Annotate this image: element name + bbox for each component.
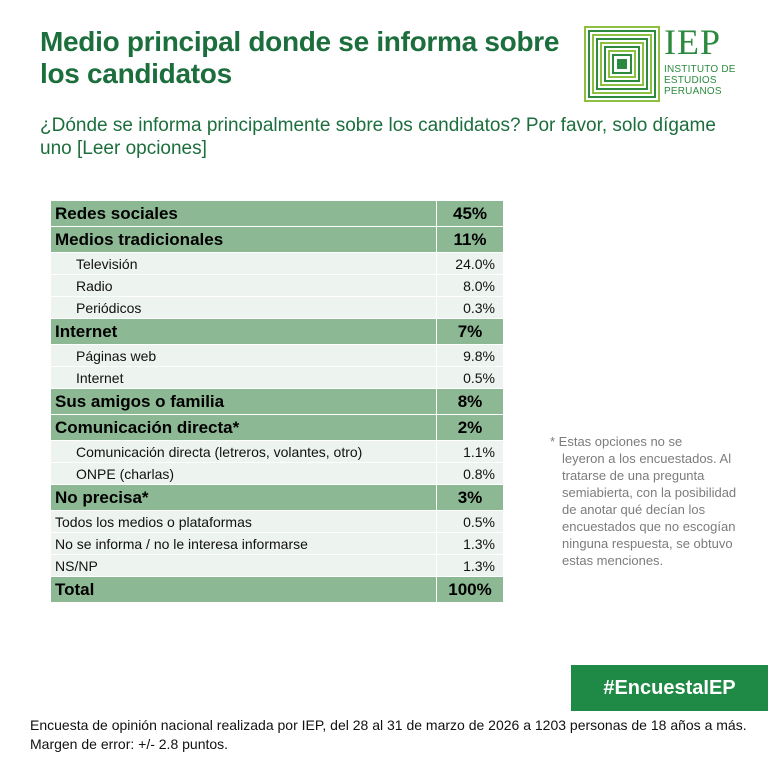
footnote-note: * Estas opciones no se leyeron a los enc… — [550, 433, 746, 569]
row-label: Internet — [50, 318, 437, 345]
row-label: Total — [50, 576, 437, 603]
iep-logo-line-2: ESTUDIOS — [664, 75, 717, 86]
table-row: NS/NP 1.3% — [50, 554, 504, 577]
footnote-first-line: * Estas opciones no se — [550, 434, 683, 449]
table-row: Periódicos 0.3% — [50, 296, 504, 319]
row-label: Televisión — [50, 252, 437, 275]
table-row: No precisa* 3% — [50, 484, 504, 511]
row-value: 0.5% — [436, 510, 504, 533]
table-row: Internet 7% — [50, 318, 504, 345]
row-value: 45% — [436, 200, 504, 227]
row-label: Medios tradicionales — [50, 226, 437, 253]
row-value: 100% — [436, 576, 504, 603]
iep-logo-line-3: PERUANOS — [664, 86, 722, 97]
hashtag-badge[interactable]: #EncuestaIEP — [571, 665, 768, 711]
row-label: Comunicación directa (letreros, volantes… — [50, 440, 437, 463]
results-table-body: Redes sociales 45% Medios tradicionales 11%… — [50, 200, 504, 603]
row-value: 0.3% — [436, 296, 504, 319]
row-label: Todos los medios o plataformas — [50, 510, 437, 533]
row-label: Páginas web — [50, 344, 437, 367]
table-row: No se informa / no le interesa informars… — [50, 532, 504, 555]
results-table: Redes sociales 45% Medios tradicionales 11%… — [50, 200, 504, 603]
row-value: 0.8% — [436, 462, 504, 485]
table-row: ONPE (charlas) 0.8% — [50, 462, 504, 485]
row-label: Internet — [50, 366, 437, 389]
survey-footer: Encuesta de opinión nacional realizada p… — [30, 717, 747, 752]
row-label: Periódicos — [50, 296, 437, 319]
table-row: Todos los medios o plataformas 0.5% — [50, 510, 504, 533]
row-value: 7% — [436, 318, 504, 345]
row-value: 2% — [436, 414, 504, 441]
page-title: Medio principal donde se informa sobre l… — [40, 26, 560, 89]
row-value: 1.1% — [436, 440, 504, 463]
table-row: Medios tradicionales 11% — [50, 226, 504, 253]
row-value: 24.0% — [436, 252, 504, 275]
footnote-rest: leyeron a los encuestados. Al tratarse d… — [562, 451, 737, 568]
table-row: Internet 0.5% — [50, 366, 504, 389]
row-label: Redes sociales — [50, 200, 437, 227]
row-label: Comunicación directa* — [50, 414, 437, 441]
survey-question: ¿Dónde se informa principalmente sobre l… — [40, 115, 716, 159]
iep-logo: IEP INSTITUTO DE ESTUDIOS PERUANOS — [584, 22, 744, 102]
table-row: Radio 8.0% — [50, 274, 504, 297]
iep-logo-line-1: INSTITUTO DE — [664, 64, 736, 75]
row-label: No precisa* — [50, 484, 437, 511]
table-row: Páginas web 9.8% — [50, 344, 504, 367]
table-row: Sus amigos o familia 8% — [50, 388, 504, 415]
row-value: 3% — [436, 484, 504, 511]
table-row: Televisión 24.0% — [50, 252, 504, 275]
iep-emblem-icon — [584, 26, 660, 102]
table-row: Redes sociales 45% — [50, 200, 504, 227]
table-row: Comunicación directa* 2% — [50, 414, 504, 441]
row-value: 1.3% — [436, 554, 504, 577]
row-value: 11% — [436, 226, 504, 253]
row-label: Sus amigos o familia — [50, 388, 437, 415]
iep-logo-acronym: IEP — [664, 22, 721, 62]
row-label: No se informa / no le interesa informars… — [50, 532, 437, 555]
row-label: Radio — [50, 274, 437, 297]
row-label: ONPE (charlas) — [50, 462, 437, 485]
row-value: 0.5% — [436, 366, 504, 389]
table-row: Total 100% — [50, 576, 504, 603]
row-value: 8.0% — [436, 274, 504, 297]
row-value: 1.3% — [436, 532, 504, 555]
row-value: 9.8% — [436, 344, 504, 367]
row-value: 8% — [436, 388, 504, 415]
row-label: NS/NP — [50, 554, 437, 577]
table-row: Comunicación directa (letreros, volantes… — [50, 440, 504, 463]
